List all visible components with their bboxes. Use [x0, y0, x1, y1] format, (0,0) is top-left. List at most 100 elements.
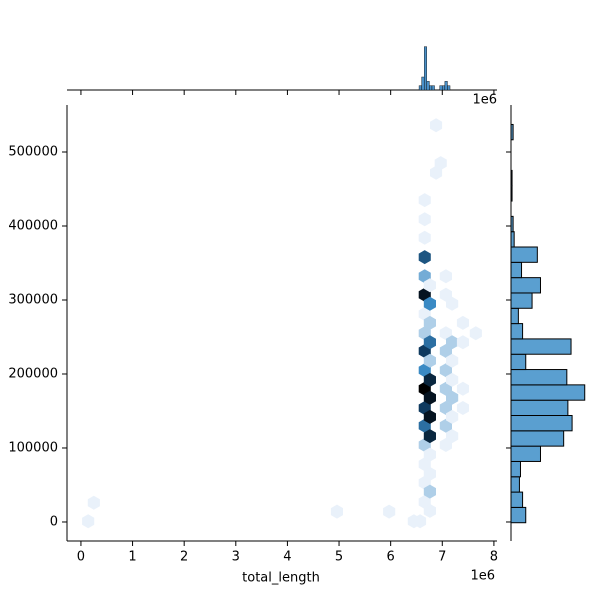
- hexbin: [439, 438, 452, 452]
- hexbin: [407, 514, 420, 529]
- right-hist-bar: [510, 384, 586, 401]
- hexbin: [446, 335, 459, 350]
- top-hist-bar: [431, 85, 435, 91]
- hexbin: [418, 212, 431, 227]
- right-hist-bar: [510, 323, 524, 340]
- hexbin: [423, 315, 436, 330]
- right-hist-bar: [510, 476, 520, 493]
- top-hist-bar: [439, 85, 443, 91]
- hexbin: [423, 296, 436, 311]
- hexbin: [423, 390, 436, 405]
- hexbin: [87, 495, 100, 510]
- top-hist-bar: [424, 46, 427, 91]
- x-tick-label: 2: [180, 550, 188, 565]
- y-tick-label: 200000: [8, 366, 58, 381]
- hexbin: [82, 514, 95, 529]
- x-tick-label: 4: [283, 550, 291, 565]
- hexbin: [430, 118, 443, 133]
- top-hist-bar: [444, 81, 448, 91]
- hexbin: [434, 156, 447, 171]
- hexbin: [446, 296, 459, 311]
- right-hist-bar: [510, 491, 524, 508]
- y-tick-label: 400000: [8, 218, 58, 233]
- hexbin: [439, 363, 452, 378]
- right-hist-bar: [510, 506, 527, 524]
- hexbin: [418, 457, 431, 472]
- right-hist-bar: [510, 369, 568, 386]
- x-axis-label: total_length: [242, 571, 320, 586]
- hexbin: [418, 363, 431, 378]
- top-hist-bar: [442, 85, 446, 91]
- hexbin: [446, 409, 459, 424]
- right-hist-bar: [510, 123, 514, 141]
- hexbin: [423, 372, 436, 387]
- right-hist-bar: [510, 277, 541, 294]
- right-hist-bar: [510, 430, 565, 447]
- right-hist-bar: [510, 169, 513, 187]
- right-hist-bar: [510, 215, 514, 233]
- hexbin: [418, 230, 431, 245]
- x-tick-label: 1: [128, 550, 136, 565]
- hexbin: [423, 409, 436, 424]
- top-hist-bar: [429, 85, 433, 91]
- x-tick-label: 8: [490, 550, 498, 565]
- y-tick-label: 100000: [8, 440, 58, 455]
- x-tick-label: 5: [335, 550, 343, 565]
- hexbin: [456, 401, 469, 415]
- top-hist-bar: [418, 85, 422, 91]
- hexbin: [423, 503, 436, 518]
- right-hist-bar: [510, 292, 533, 309]
- hexbin: [430, 165, 443, 180]
- hexbin: [439, 401, 452, 415]
- y-tick-label: 0: [50, 514, 58, 529]
- hexbin: [439, 418, 452, 433]
- right-hist-bar: [510, 307, 519, 325]
- top-hist-bar: [421, 76, 425, 91]
- x-tick-label: 6: [387, 550, 395, 565]
- hexbin: [423, 353, 436, 368]
- hexbin: [423, 466, 436, 481]
- x-tick-label: 7: [438, 550, 446, 565]
- x-tick-label: 3: [232, 550, 240, 565]
- top-hist-bar: [426, 81, 430, 91]
- y-tick-label: 300000: [8, 292, 58, 307]
- hexbin: [418, 250, 431, 265]
- hexbin: [469, 326, 482, 341]
- x-tick-label: 0: [77, 550, 85, 565]
- y-tick-label: 500000: [8, 144, 58, 159]
- hexbin: [383, 504, 396, 519]
- right-hist-bar: [510, 460, 521, 478]
- right-hist-bar: [510, 185, 513, 202]
- hexbin: [423, 429, 436, 444]
- hexbin: [418, 193, 431, 208]
- x-offset-label: 1e6: [470, 569, 495, 584]
- hexbin: [456, 335, 469, 350]
- right-hist-bar: [510, 414, 573, 432]
- hexbin: [446, 372, 459, 387]
- hexbin: [439, 326, 452, 341]
- hexbin: [423, 278, 436, 293]
- hexbin: [423, 447, 436, 462]
- hexbin: [330, 504, 343, 519]
- hexbin: [439, 287, 452, 302]
- hexbin: [446, 353, 459, 368]
- hexbin: [446, 390, 459, 405]
- right-hist-bar: [510, 399, 569, 416]
- right-hist-bar: [510, 338, 572, 355]
- hexbin: [423, 335, 436, 350]
- right-hist-bar: [510, 246, 538, 263]
- right-hist-bar: [510, 261, 523, 279]
- hexbin: [423, 484, 436, 499]
- right-hist-bar: [510, 353, 527, 371]
- hexbin: [456, 381, 469, 396]
- hexbin: [446, 429, 459, 444]
- right-hist-bar: [510, 445, 541, 462]
- hexbin: [439, 344, 452, 358]
- hexbin: [456, 315, 469, 330]
- hexbin: [439, 269, 452, 284]
- right-hist-bar: [510, 231, 515, 248]
- hexbin: [439, 381, 452, 396]
- top-hist-bar: [447, 85, 451, 91]
